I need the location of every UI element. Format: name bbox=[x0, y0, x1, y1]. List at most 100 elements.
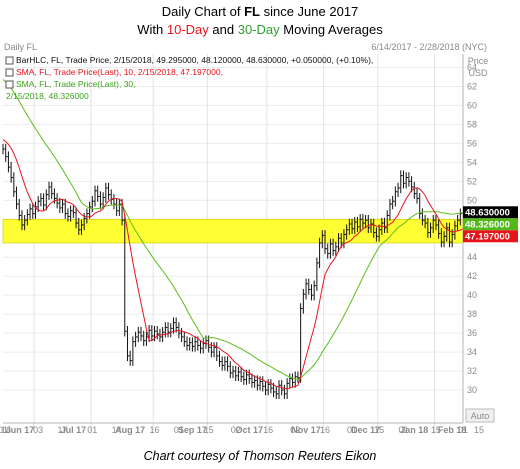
price-bar bbox=[389, 198, 392, 221]
price-bar bbox=[332, 238, 336, 256]
last-price-tag: 48.630000 bbox=[463, 206, 518, 219]
price-bar bbox=[216, 342, 219, 362]
price-bar bbox=[324, 230, 327, 254]
sma30-value-tag: 48.326000 bbox=[463, 218, 518, 231]
legend-sma30-icon[interactable] bbox=[5, 80, 14, 89]
price-bar bbox=[292, 373, 295, 388]
x-tick-label: 02 bbox=[231, 425, 241, 435]
x-tick-label: 02 bbox=[290, 425, 300, 435]
price-bar bbox=[137, 326, 141, 343]
price-bar bbox=[40, 193, 43, 207]
price-bar bbox=[454, 220, 457, 240]
price-bar bbox=[108, 182, 111, 200]
price-bar bbox=[135, 331, 138, 347]
price-bar bbox=[351, 218, 355, 234]
y-tick-label: 42 bbox=[467, 271, 477, 281]
price-bar bbox=[408, 172, 411, 187]
price-bar bbox=[175, 317, 179, 333]
price-bar bbox=[435, 215, 438, 231]
x-tick-label: 15 bbox=[204, 425, 214, 435]
chart-title-line-1: Daily Chart of FL since June 2017 bbox=[161, 4, 359, 19]
y-tick-label: 38 bbox=[467, 309, 477, 319]
legend-sma10-icon[interactable] bbox=[5, 68, 14, 77]
price-bar bbox=[186, 336, 189, 351]
panel-date-range: 6/14/2017 - 2/28/2018 (NYC) bbox=[371, 42, 487, 52]
x-tick-label: 14 bbox=[112, 425, 122, 435]
price-bar bbox=[335, 241, 338, 256]
price-bar bbox=[402, 170, 406, 189]
x-tick-label: 15 bbox=[374, 425, 384, 435]
price-bar bbox=[370, 218, 373, 234]
price-bar bbox=[438, 219, 441, 239]
x-month-label: Jul 17 bbox=[61, 425, 87, 435]
price-bar bbox=[294, 371, 298, 388]
price-bar bbox=[448, 222, 452, 248]
price-bar bbox=[37, 196, 41, 213]
price-bar bbox=[140, 326, 143, 342]
price-bar bbox=[275, 386, 279, 400]
price-bar bbox=[305, 278, 309, 300]
price-bar bbox=[278, 380, 281, 400]
y-tick-label: 44 bbox=[467, 252, 477, 262]
price-bar bbox=[321, 230, 325, 249]
price-bar bbox=[86, 208, 89, 224]
x-tick-label: 15 bbox=[474, 425, 484, 435]
y-tick-label: 58 bbox=[467, 119, 477, 129]
price-bar bbox=[424, 215, 428, 229]
price-bar bbox=[264, 381, 268, 396]
price-bar bbox=[10, 161, 14, 183]
price-bar bbox=[70, 205, 73, 222]
price-bar bbox=[243, 371, 246, 385]
sma10-line bbox=[2, 139, 464, 390]
price-bar bbox=[227, 356, 230, 372]
price-bar bbox=[18, 198, 22, 221]
price-bar bbox=[94, 185, 97, 207]
y-tick-label: 60 bbox=[467, 100, 477, 110]
price-bar bbox=[105, 182, 108, 203]
svg-text:48.630000: 48.630000 bbox=[465, 207, 510, 218]
svg-text:48.326000: 48.326000 bbox=[465, 219, 510, 230]
price-bar bbox=[359, 214, 363, 233]
price-bar bbox=[2, 143, 5, 155]
y-tick-label: 64 bbox=[467, 62, 477, 72]
grid-lines bbox=[3, 54, 463, 434]
price-bar bbox=[116, 198, 119, 216]
price-bar bbox=[156, 325, 160, 340]
price-bar bbox=[308, 278, 311, 295]
x-tick-label: 01 bbox=[0, 425, 8, 435]
price-bar bbox=[430, 222, 433, 238]
price-bar bbox=[151, 325, 154, 342]
svg-text:47.197000: 47.197000 bbox=[465, 231, 510, 242]
legend-bar-icon[interactable] bbox=[5, 56, 14, 65]
price-bar bbox=[118, 198, 122, 216]
price-bar bbox=[459, 208, 463, 226]
y-tick-label: 40 bbox=[467, 290, 477, 300]
price-bar bbox=[129, 350, 133, 366]
y-tick-label: 32 bbox=[467, 366, 477, 376]
price-bar bbox=[319, 237, 322, 269]
price-bar bbox=[91, 196, 95, 213]
price-bar bbox=[113, 194, 116, 210]
price-bar bbox=[384, 217, 387, 234]
price-bar bbox=[300, 303, 303, 383]
price-bar bbox=[289, 373, 292, 389]
price-bar bbox=[405, 172, 409, 189]
x-month-label: Nov 17 bbox=[291, 425, 321, 435]
price-bar bbox=[340, 233, 344, 249]
x-month-label: Dec 17 bbox=[351, 425, 380, 435]
auto-scale-button[interactable] bbox=[465, 408, 495, 423]
price-bar bbox=[24, 215, 27, 231]
price-bar bbox=[229, 361, 233, 379]
x-tick-label: 17 bbox=[58, 425, 68, 435]
price-bar bbox=[338, 233, 341, 252]
price-bar bbox=[200, 340, 203, 354]
y-tick-label: 50 bbox=[467, 195, 477, 205]
price-bar bbox=[232, 365, 235, 379]
price-bar bbox=[237, 366, 241, 382]
price-bar bbox=[67, 208, 70, 222]
price-bar bbox=[386, 210, 390, 234]
price-bar bbox=[427, 217, 430, 238]
price-bar bbox=[224, 356, 227, 371]
price-bar bbox=[51, 181, 54, 199]
